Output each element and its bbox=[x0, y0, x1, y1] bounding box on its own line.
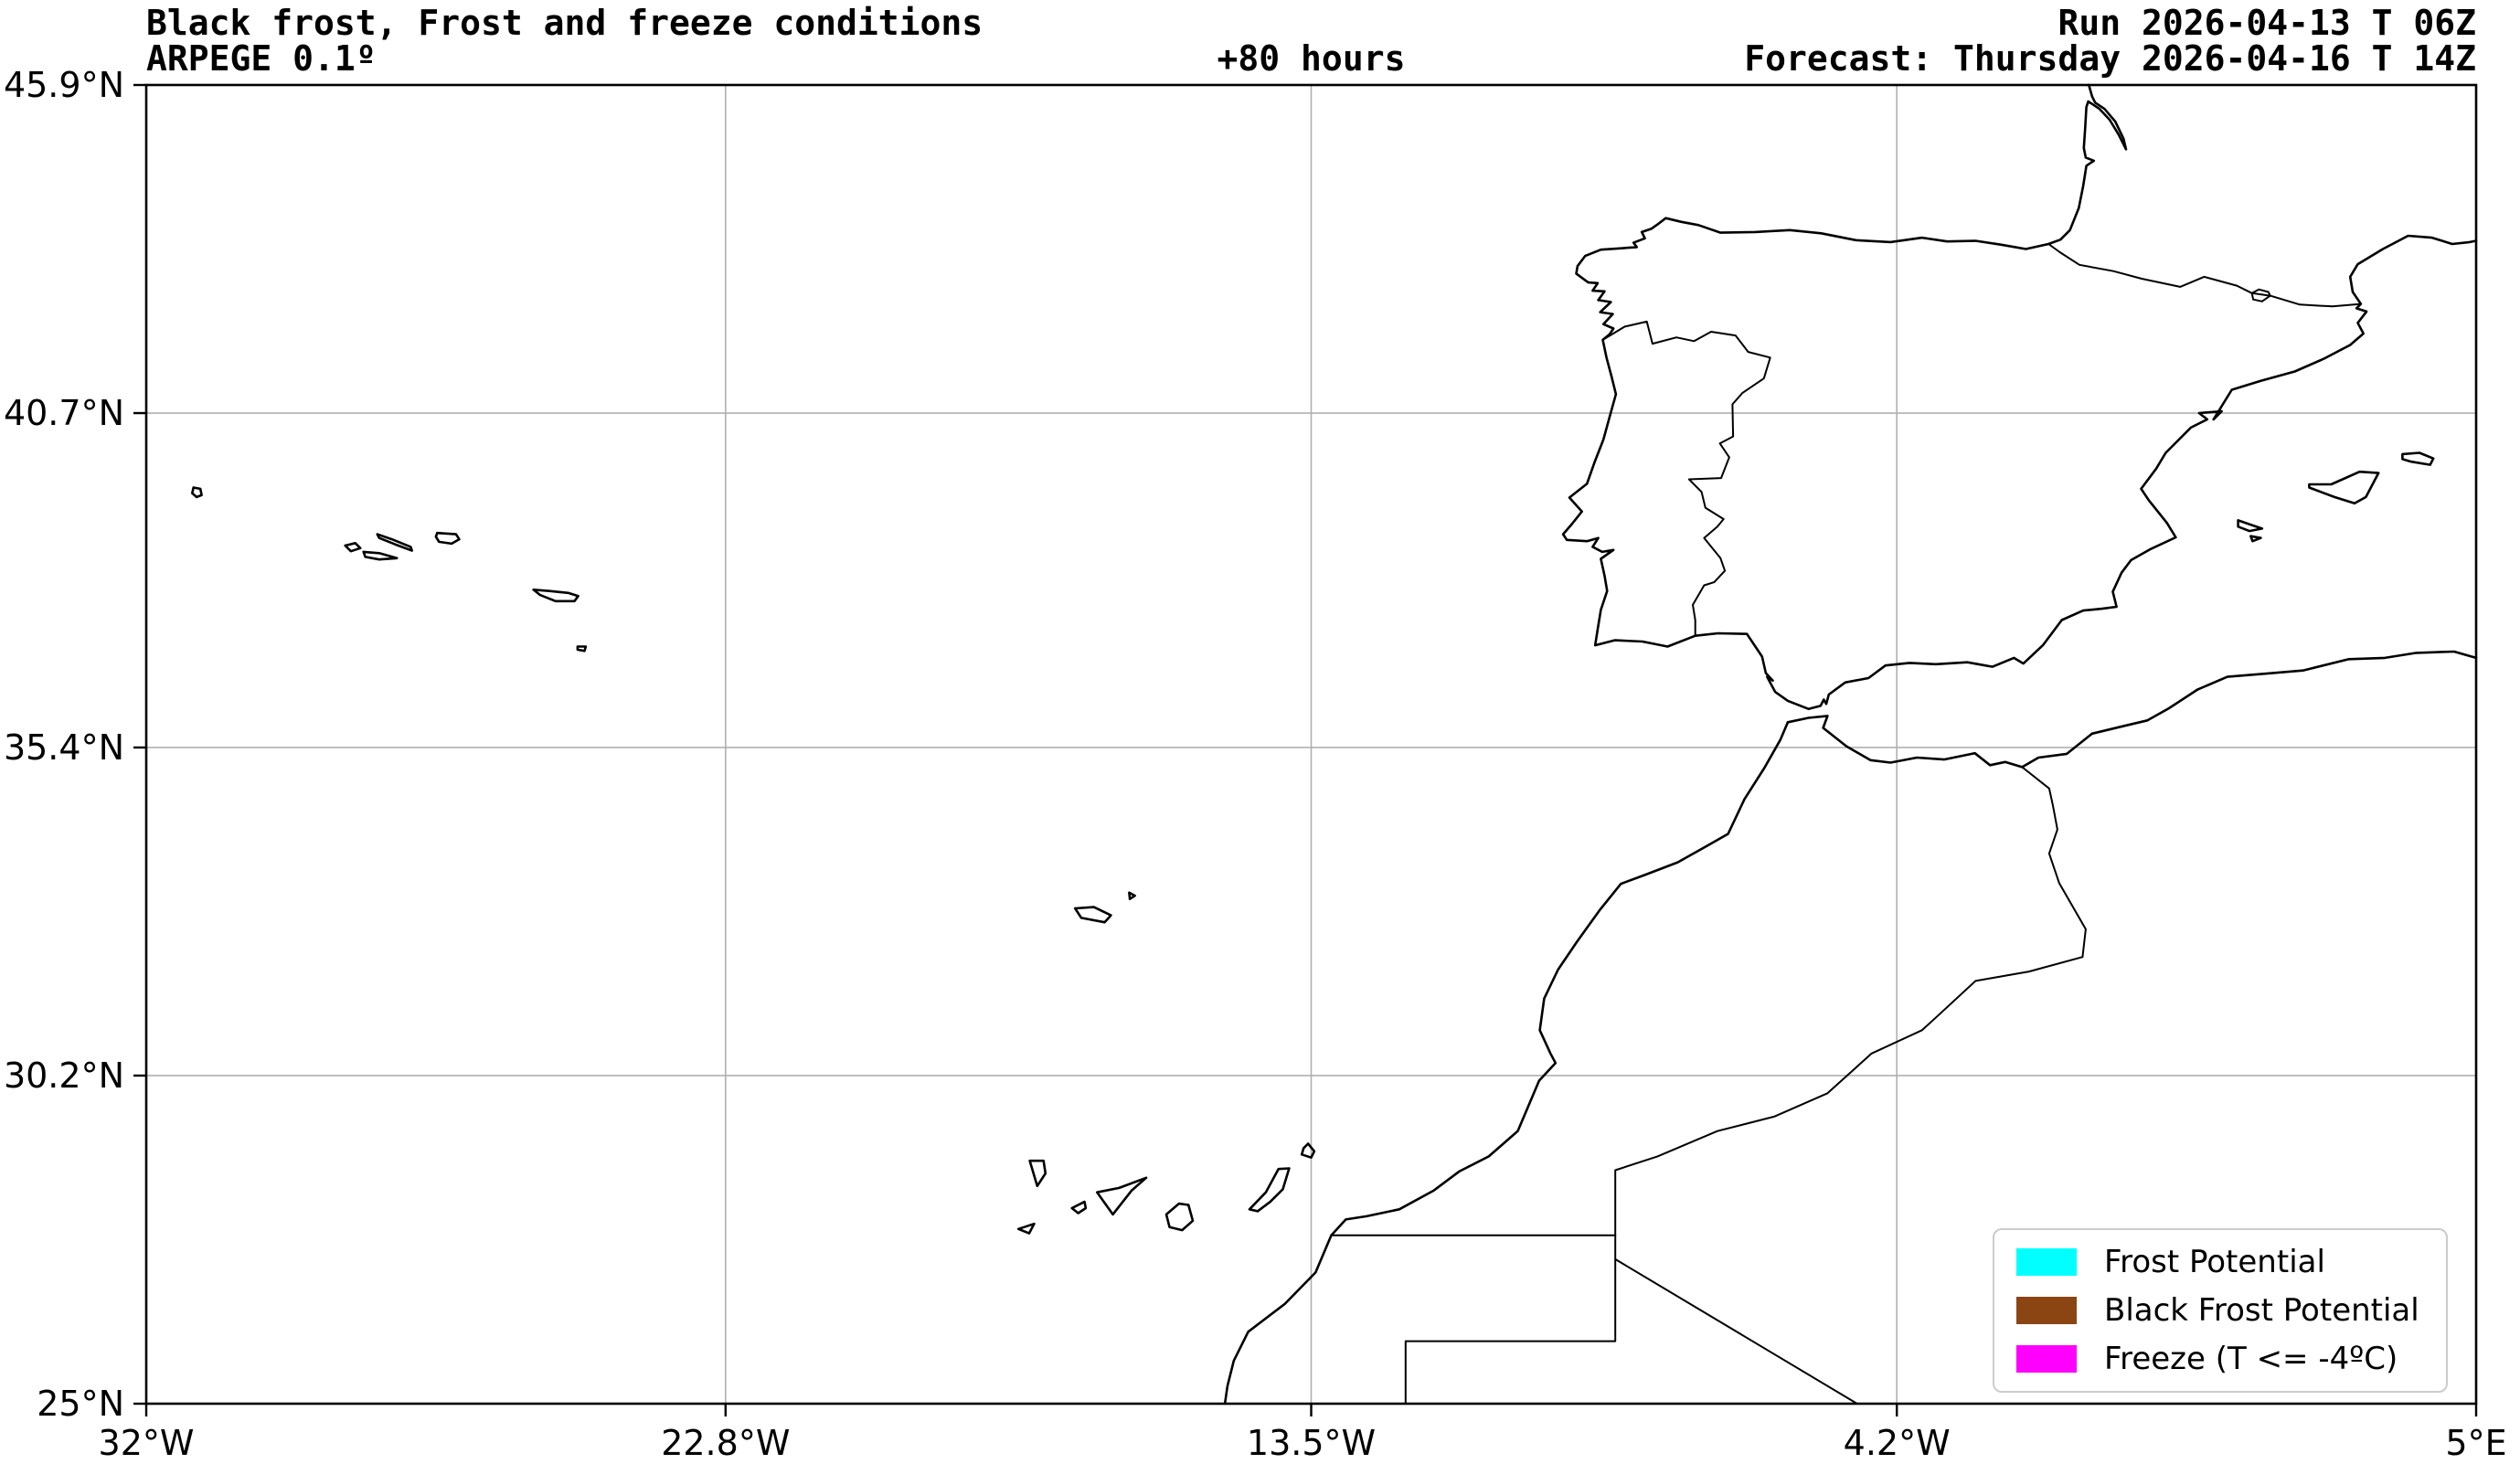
coastline bbox=[2308, 470, 2380, 505]
frost-potential-swatch bbox=[2016, 1247, 2077, 1276]
run-time-label: Run 2026-04-13 T 06Z bbox=[2057, 3, 2476, 43]
coastline bbox=[1073, 906, 1112, 924]
country-border bbox=[1614, 766, 2087, 1236]
y-tick-label: 35.4°N bbox=[4, 727, 124, 768]
legend-item-black-frost: Black Frost Potential bbox=[2016, 1292, 2446, 1329]
y-tick-label: 30.2°N bbox=[4, 1056, 124, 1096]
frost-potential-label: Frost Potential bbox=[2104, 1243, 2325, 1280]
freeze-label: Freeze (T <= -4ºC) bbox=[2104, 1341, 2398, 1378]
country-border bbox=[1614, 1257, 1858, 1405]
legend: Frost Potential Black Frost Potential Fr… bbox=[1993, 1228, 2448, 1393]
country-border bbox=[1601, 320, 1771, 637]
legend-item-frost: Frost Potential bbox=[2016, 1244, 2446, 1280]
coastline bbox=[1248, 1167, 1291, 1213]
coastline bbox=[1786, 650, 2478, 769]
coastline bbox=[1070, 1200, 1088, 1215]
coastline bbox=[1223, 720, 1790, 1406]
freeze-swatch bbox=[2016, 1345, 2077, 1374]
coastline bbox=[2249, 535, 2262, 543]
coastline bbox=[191, 486, 203, 499]
y-tick-label: 45.9°N bbox=[4, 65, 124, 105]
legend-item-freeze: Freeze (T <= -4ºC) bbox=[2016, 1341, 2446, 1377]
y-tick-label: 25°N bbox=[37, 1384, 124, 1424]
x-tick-label: 4.2°W bbox=[1844, 1423, 1951, 1463]
black-frost-potential-label: Black Frost Potential bbox=[2104, 1291, 2419, 1329]
coastline bbox=[532, 588, 579, 603]
coastline bbox=[1561, 83, 2478, 711]
x-tick-label: 32°W bbox=[99, 1423, 195, 1463]
country-border bbox=[2250, 288, 2271, 302]
coastline bbox=[576, 645, 588, 652]
coastline bbox=[376, 533, 414, 552]
coastline bbox=[1300, 1142, 1316, 1159]
coastline bbox=[1028, 1159, 1047, 1188]
lead-time-label: +80 hours bbox=[1217, 38, 1406, 79]
page-title: Black frost, Frost and freeze conditions bbox=[146, 3, 984, 43]
coastline bbox=[362, 550, 399, 561]
black-frost-potential-swatch bbox=[2016, 1296, 2077, 1324]
y-tick-label: 40.7°N bbox=[4, 393, 124, 433]
x-tick-label: 13.5°W bbox=[1247, 1423, 1376, 1463]
country-border bbox=[2047, 243, 2362, 308]
coastline bbox=[1164, 1202, 1195, 1232]
country-border bbox=[1404, 1257, 1617, 1405]
model-label: ARPEGE 0.1º bbox=[146, 38, 377, 79]
coastline bbox=[1016, 1222, 1036, 1235]
x-tick-label: 22.8°W bbox=[661, 1423, 790, 1463]
forecast-time-label: Forecast: Thursday 2026-04-16 T 14Z bbox=[1744, 38, 2476, 79]
coastline bbox=[344, 541, 362, 553]
coastline bbox=[2401, 451, 2435, 466]
coastline bbox=[2237, 519, 2264, 533]
coastline bbox=[434, 531, 461, 546]
coastline bbox=[1128, 891, 1136, 901]
coastline bbox=[1096, 1176, 1148, 1216]
x-tick-label: 5°E bbox=[2445, 1423, 2506, 1463]
